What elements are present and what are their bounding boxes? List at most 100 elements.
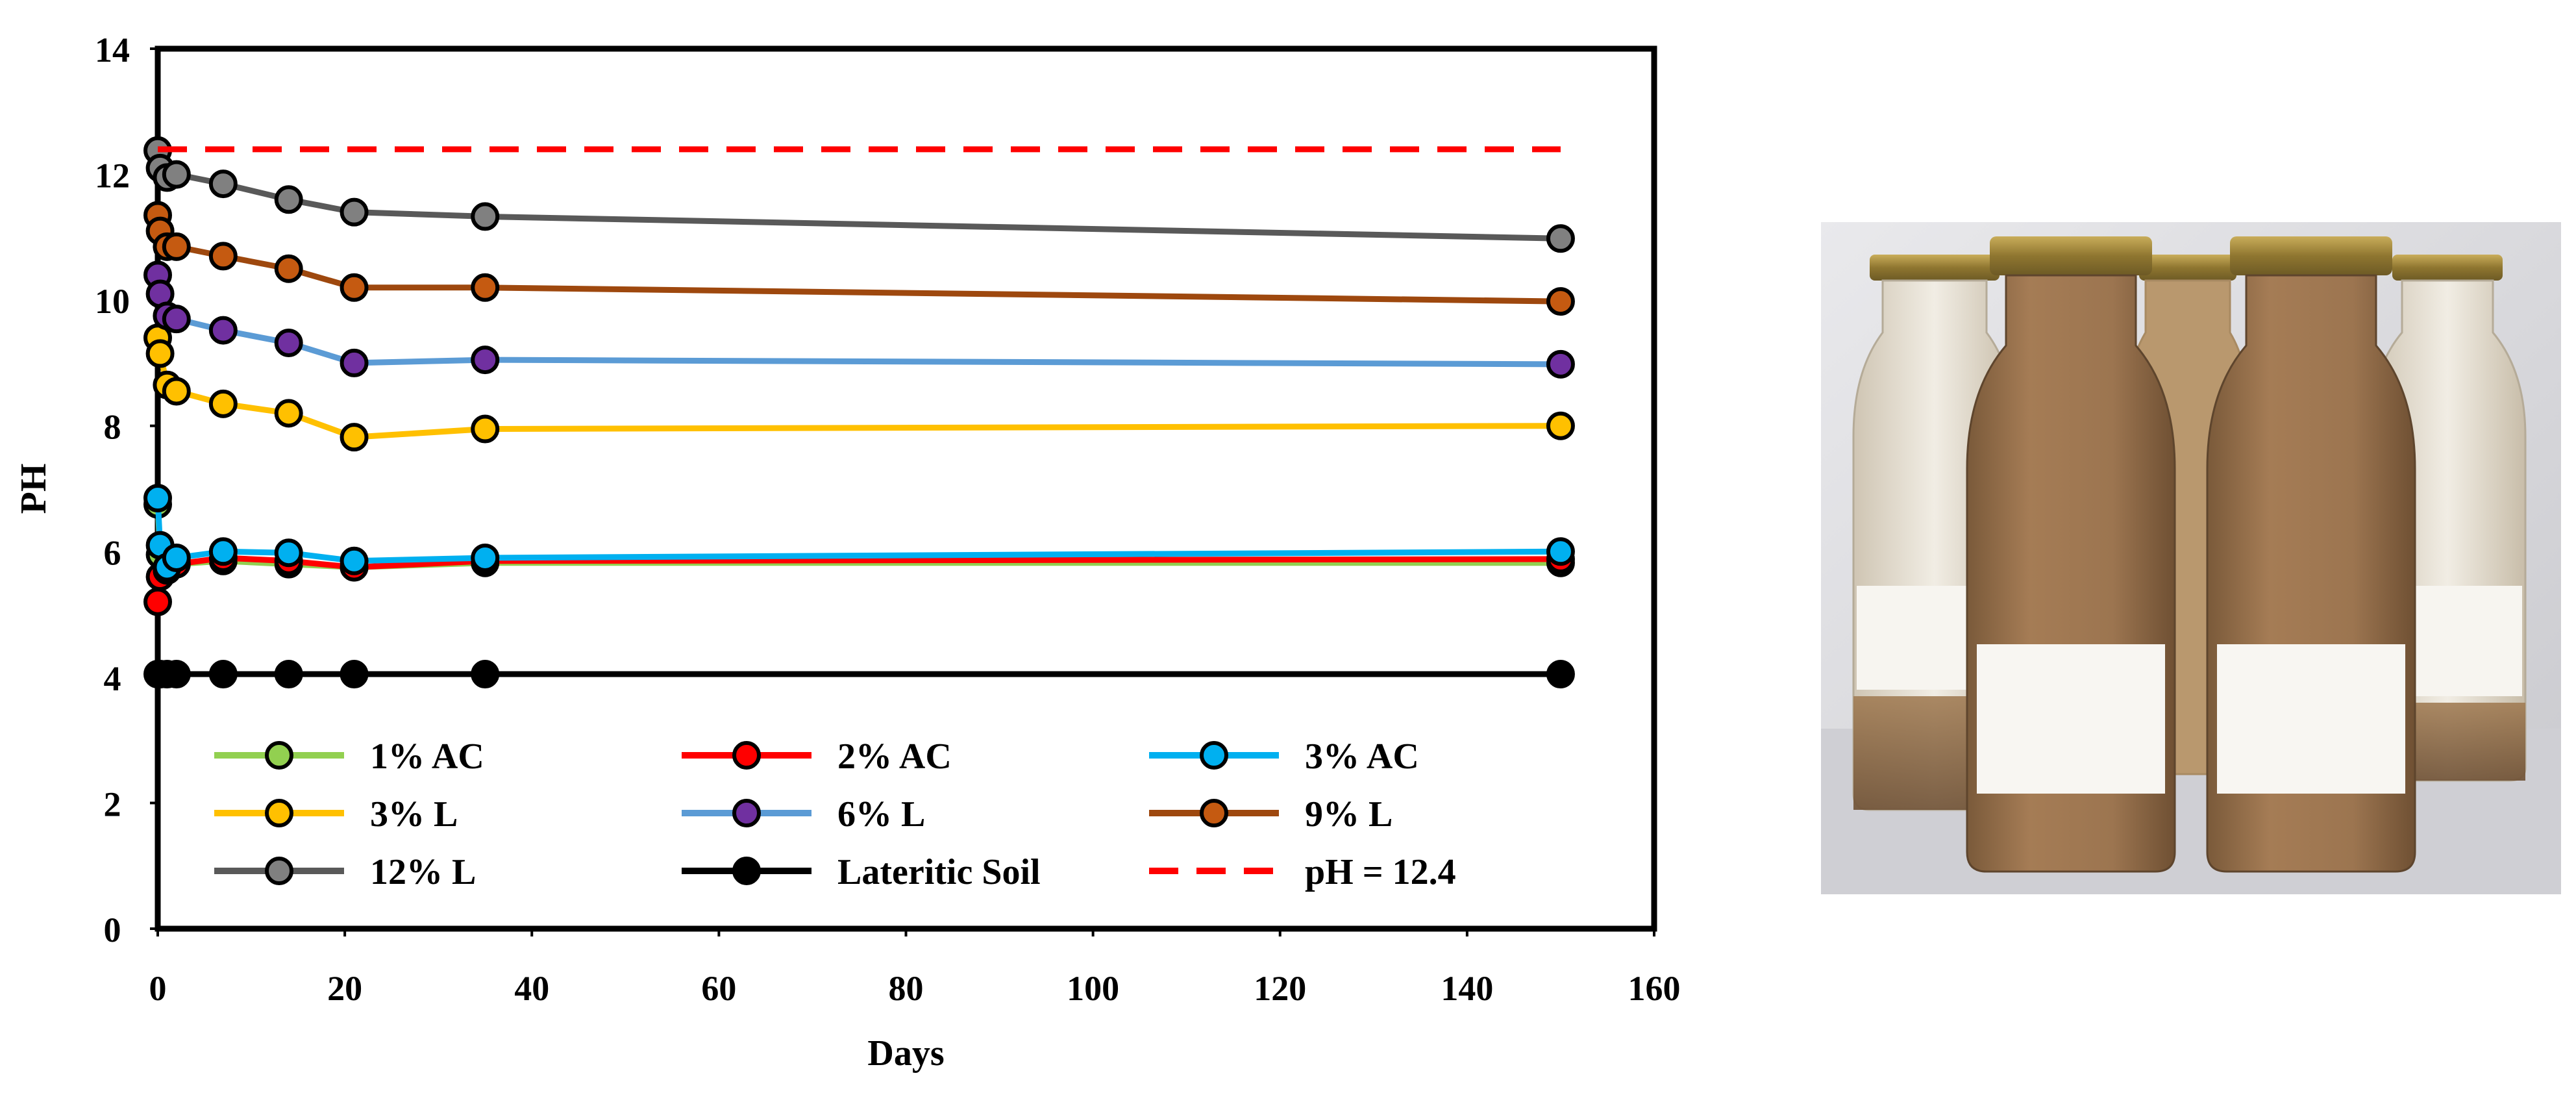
data-point — [143, 587, 172, 616]
data-point — [471, 202, 500, 231]
plot-area — [155, 45, 1657, 932]
x-tick-label: 80 — [889, 969, 924, 1008]
y-axis-label: PH — [14, 464, 54, 514]
sample-bottles-photo — [1821, 222, 2561, 894]
legend-entry: 2% AC — [682, 736, 952, 777]
data-point — [162, 160, 191, 189]
data-point — [471, 273, 500, 302]
legend-swatch-marker — [265, 741, 293, 770]
legend-swatch-marker — [732, 741, 761, 770]
data-point — [340, 197, 369, 227]
data-point — [162, 377, 191, 406]
legend-label: 2% AC — [837, 736, 952, 777]
data-point — [340, 348, 369, 377]
data-point — [208, 660, 238, 689]
data-point — [1546, 537, 1575, 566]
data-point — [1546, 411, 1575, 440]
legend-entry: 3% AC — [1149, 736, 1419, 777]
legend-label: Lateritic Soil — [837, 852, 1041, 892]
legend-label: 6% L — [837, 794, 925, 835]
legend-entry: Lateritic Soil — [682, 852, 1041, 892]
plot-frame — [155, 45, 1657, 932]
x-tick-label: 120 — [1254, 969, 1306, 1008]
data-point — [274, 538, 303, 568]
data-point — [162, 543, 191, 572]
data-point — [208, 170, 238, 199]
legend-entry: pH = 12.4 — [1149, 852, 1456, 892]
data-point — [208, 389, 238, 418]
y-tick-label: 10 — [95, 282, 130, 321]
series-lateritic-soil — [143, 660, 1575, 689]
x-tick-label: 0 — [149, 969, 167, 1008]
data-point — [274, 328, 303, 357]
legend-swatch-marker — [265, 799, 293, 827]
data-point — [340, 273, 369, 302]
legend-label: 12% L — [370, 852, 476, 892]
legend-label: 9% L — [1305, 794, 1393, 835]
data-point — [1546, 660, 1575, 689]
data-point — [274, 185, 303, 214]
data-point — [1546, 287, 1575, 316]
legend-entry: 6% L — [682, 794, 925, 835]
data-point — [162, 232, 191, 261]
legend-entry: 12% L — [214, 852, 476, 892]
x-axis-label: Days — [867, 1033, 944, 1074]
y-tick-label: 4 — [104, 659, 121, 698]
y-tick-label: 14 — [95, 31, 130, 69]
data-point — [274, 399, 303, 428]
data-point — [162, 305, 191, 334]
series-layer — [143, 136, 1575, 689]
bottles-illustration — [1821, 222, 2561, 894]
legend-entry: 9% L — [1149, 794, 1393, 835]
data-point — [340, 660, 369, 689]
legend-swatch-marker — [732, 799, 761, 827]
legend-label: pH = 12.4 — [1305, 852, 1456, 892]
data-point — [340, 546, 369, 575]
x-tick-label: 140 — [1441, 969, 1493, 1008]
data-point — [471, 660, 500, 689]
legend-swatch-marker — [1200, 799, 1228, 827]
y-tick-label: 12 — [95, 157, 130, 195]
data-point — [208, 316, 238, 345]
bottle-front-left — [1966, 236, 2176, 873]
data-point — [208, 537, 238, 566]
data-point — [274, 254, 303, 283]
series-6-l — [143, 260, 1575, 379]
x-tick-label: 20 — [327, 969, 362, 1008]
x-tick-label: 60 — [701, 969, 736, 1008]
legend-entry: 1% AC — [214, 736, 484, 777]
legend: 1% AC 2% AC 3% AC 3% L 6% L 9% L 12% L Lateriti… — [214, 736, 1456, 892]
data-point — [471, 543, 500, 572]
data-point — [208, 242, 238, 271]
legend-label: 3% AC — [1305, 736, 1419, 777]
data-point — [145, 339, 175, 368]
series-12-l — [143, 136, 1575, 253]
series-3-l — [143, 323, 1575, 452]
series-3-ac — [143, 484, 1575, 582]
legend-entry: 3% L — [214, 794, 458, 835]
x-tick-label: 160 — [1628, 969, 1681, 1008]
data-point — [471, 345, 500, 375]
y-tick-label: 8 — [104, 408, 121, 447]
legend-swatch-marker — [732, 857, 761, 885]
legend-swatch-marker — [265, 857, 293, 885]
x-tick-label: 100 — [1067, 969, 1119, 1008]
bottle-front-right — [2206, 236, 2416, 873]
legend-swatch-marker — [1200, 741, 1228, 770]
data-point — [143, 484, 172, 513]
legend-label: 1% AC — [370, 736, 484, 777]
x-tick-label: 40 — [514, 969, 549, 1008]
legend-label: 3% L — [370, 794, 458, 835]
data-point — [1546, 224, 1575, 253]
y-tick-label: 2 — [104, 785, 121, 823]
data-point — [274, 660, 303, 689]
y-tick-label: 0 — [104, 911, 121, 949]
y-tick-label: 6 — [104, 533, 121, 572]
data-point — [471, 414, 500, 444]
series-9-l — [143, 201, 1575, 316]
data-point — [340, 423, 369, 452]
data-point — [1546, 349, 1575, 379]
